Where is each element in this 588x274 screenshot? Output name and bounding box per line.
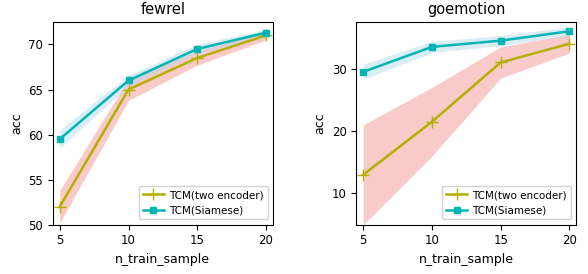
TCM(Siamese) xyxy=(125,79,132,82)
TCM(Siamese) xyxy=(262,31,269,34)
Y-axis label: acc: acc xyxy=(10,112,23,134)
TCM(two encoder) xyxy=(360,173,367,176)
Title: goemotion: goemotion xyxy=(427,2,506,17)
TCM(two encoder) xyxy=(497,61,504,64)
TCM(two encoder) xyxy=(262,34,269,37)
TCM(Siamese) xyxy=(56,138,64,141)
Title: fewrel: fewrel xyxy=(141,2,185,17)
X-axis label: n_train_sample: n_train_sample xyxy=(115,253,211,266)
TCM(two encoder) xyxy=(429,120,436,123)
TCM(Siamese) xyxy=(429,45,436,48)
TCM(Siamese) xyxy=(360,70,367,73)
TCM(Siamese) xyxy=(566,30,573,33)
Legend: TCM(two encoder), TCM(Siamese): TCM(two encoder), TCM(Siamese) xyxy=(442,186,571,219)
TCM(Siamese) xyxy=(193,47,201,51)
TCM(Siamese) xyxy=(497,39,504,42)
TCM(two encoder) xyxy=(193,56,201,60)
Line: TCM(Siamese): TCM(Siamese) xyxy=(360,28,573,75)
TCM(two encoder) xyxy=(56,205,64,208)
X-axis label: n_train_sample: n_train_sample xyxy=(419,253,514,266)
Y-axis label: acc: acc xyxy=(313,112,326,134)
Line: TCM(two encoder): TCM(two encoder) xyxy=(54,30,272,212)
TCM(two encoder) xyxy=(566,42,573,45)
Line: TCM(Siamese): TCM(Siamese) xyxy=(56,29,269,142)
TCM(two encoder) xyxy=(125,88,132,91)
Line: TCM(two encoder): TCM(two encoder) xyxy=(358,38,575,180)
Legend: TCM(two encoder), TCM(Siamese): TCM(two encoder), TCM(Siamese) xyxy=(139,186,268,219)
